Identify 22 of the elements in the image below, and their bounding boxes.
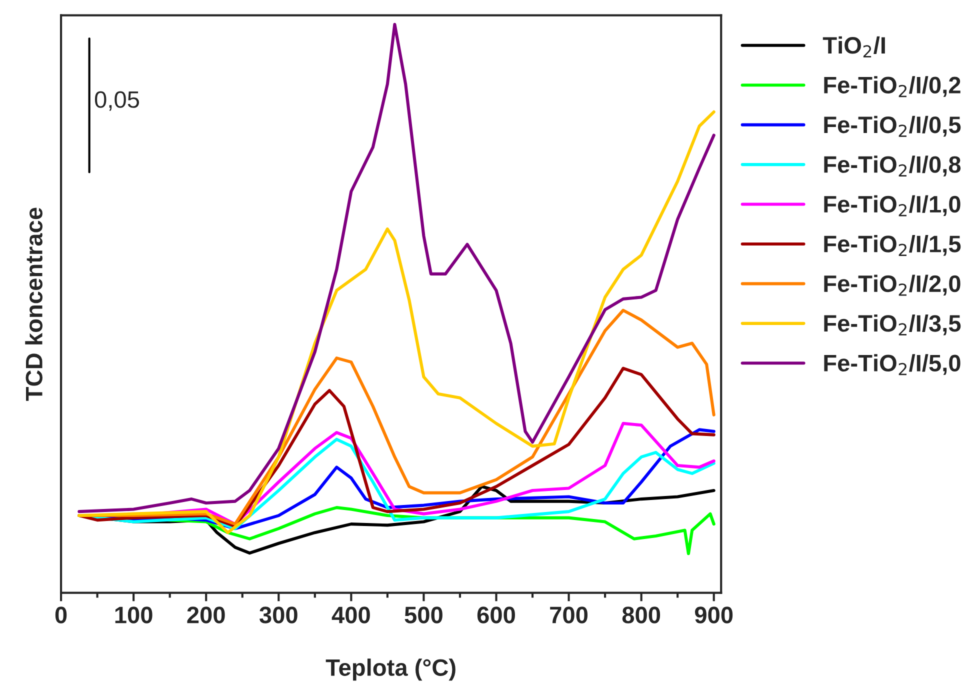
x-tick-label: 700 <box>550 606 588 624</box>
x-tick-label: 900 <box>694 606 733 624</box>
y-axis-title: TCD koncentrace <box>25 208 42 401</box>
annotation: 0,05 <box>94 91 140 111</box>
x-tick-label: 200 <box>187 606 225 624</box>
legend-label: Fe-TiO$_{2}$/I/2,0 <box>824 274 960 296</box>
x-tick-label: 0 <box>55 606 67 624</box>
x-tick-label: 800 <box>622 606 660 624</box>
legend-label: Fe-TiO$_{2}$/I/1,5 <box>824 235 961 256</box>
legend-label: Fe-TiO$_{2}$/I/1,0 <box>824 195 960 216</box>
x-axis-title: Teplota (°C) <box>326 658 456 681</box>
x-tick-label: 100 <box>115 606 152 624</box>
legend-label: Fe-TiO$_{2}$/I/5,0 <box>824 354 960 376</box>
x-tick-label: 400 <box>332 606 370 624</box>
x-tick-label: 500 <box>404 606 442 624</box>
legend-label: Fe-TiO$_{2}$/I/0,8 <box>824 156 961 177</box>
legend-label: TiO$_{2}$/I <box>822 36 885 58</box>
x-tick-label: 600 <box>477 606 515 624</box>
legend-label: Fe-TiO$_{2}$/I/0,2 <box>824 76 960 98</box>
legend-label: Fe-TiO$_{2}$/I/0,5 <box>824 116 961 137</box>
legend-label: Fe-TiO$_{2}$/I/3,5 <box>824 314 961 336</box>
x-tick-label: 300 <box>259 606 298 624</box>
